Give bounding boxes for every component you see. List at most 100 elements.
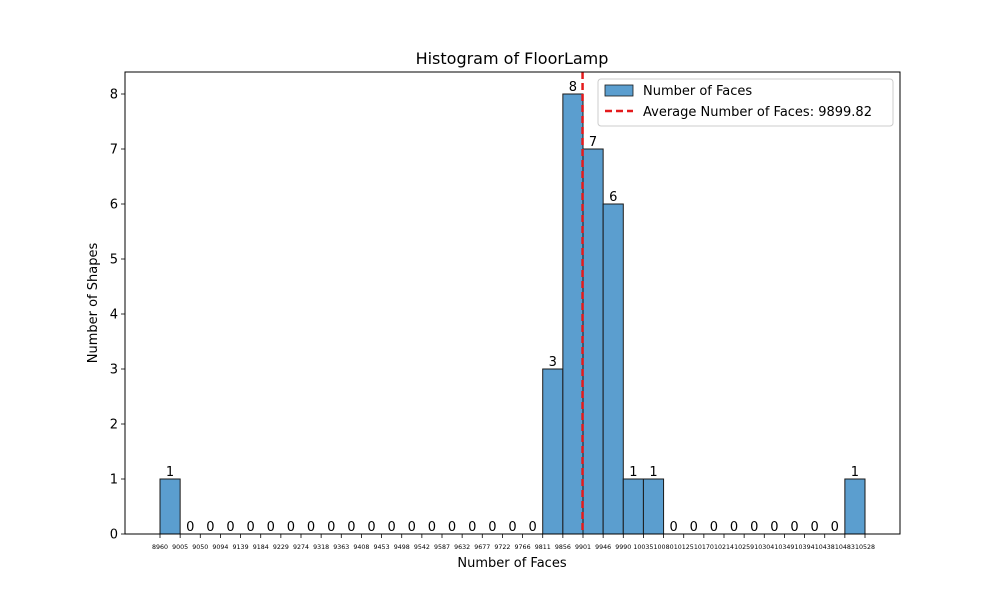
x-tick-label: 10483 [835, 544, 855, 551]
x-tick-label: 9408 [353, 544, 369, 551]
x-tick-label: 9229 [273, 544, 289, 551]
x-tick-label: 9005 [172, 544, 188, 551]
bar-value-label: 0 [790, 520, 798, 535]
bar-value-label: 0 [529, 520, 537, 535]
x-tick-label: 10170 [694, 544, 714, 551]
x-tick-label: 10438 [815, 544, 835, 551]
x-tick-label: 9632 [454, 544, 470, 551]
bar-value-label: 1 [649, 465, 657, 480]
x-tick-label: 9587 [434, 544, 450, 551]
bar-value-label: 0 [831, 520, 839, 535]
histogram-bar [582, 148, 604, 535]
x-tick-label: 10035 [633, 544, 653, 551]
x-tick-label: 9990 [615, 544, 631, 551]
bar-value-label: 0 [448, 520, 456, 535]
x-tick-label: 10125 [674, 544, 694, 551]
x-tick-label: 9050 [192, 544, 208, 551]
x-tick-label: 9542 [414, 544, 430, 551]
bar-value-label: 7 [589, 135, 597, 150]
y-tick-label: 2 [110, 418, 118, 433]
legend: Number of Faces Average Number of Faces:… [597, 78, 894, 127]
x-axis-label: Number of Faces [457, 556, 566, 571]
y-tick-label: 5 [110, 253, 118, 268]
bar-value-label: 0 [287, 520, 295, 535]
y-tick-label: 0 [110, 528, 118, 543]
histogram-bar [844, 478, 866, 535]
x-tick-label: 9363 [333, 544, 349, 551]
y-tick-label: 4 [110, 308, 118, 323]
bar-value-label: 0 [267, 520, 275, 535]
x-tick-label: 9318 [313, 544, 329, 551]
x-tick-label: 9498 [394, 544, 410, 551]
x-tick-label: 8960 [152, 544, 168, 551]
legend-box [597, 78, 894, 127]
histogram-bar [602, 203, 624, 535]
bar-value-label: 0 [247, 520, 255, 535]
bar-value-label: 0 [730, 520, 738, 535]
bar-value-label: 0 [770, 520, 778, 535]
bar-value-label: 0 [508, 520, 516, 535]
x-tick-label: 9139 [233, 544, 249, 551]
plot-frame [124, 71, 901, 535]
bar-value-label: 6 [609, 190, 617, 205]
legend-label-average: Average Number of Faces: 9899.82 [643, 105, 872, 120]
y-ticks-layer: 0 1 2 3 4 5 6 7 8 [110, 88, 125, 543]
x-tick-label: 10528 [855, 544, 875, 551]
bar-value-label: 0 [488, 520, 496, 535]
x-tick-label: 9946 [595, 544, 611, 551]
x-tick-label: 10080 [654, 544, 674, 551]
x-tick-label: 9856 [555, 544, 571, 551]
x-tick-label: 9184 [253, 544, 269, 551]
x-tick-label: 10214 [714, 544, 734, 551]
bar-value-label: 0 [206, 520, 214, 535]
y-tick-label: 6 [110, 198, 118, 213]
x-tick-label: 10349 [774, 544, 794, 551]
bar-value-label: 0 [468, 520, 476, 535]
bar-value-label: 0 [670, 520, 678, 535]
x-tick-label: 9811 [535, 544, 551, 551]
bar-value-label: 0 [408, 520, 416, 535]
histogram-bar [562, 93, 584, 535]
y-axis-label: Number of Shapes [86, 243, 101, 364]
y-tick-label: 3 [110, 363, 118, 378]
legend-swatch-bars [604, 84, 634, 97]
x-ticks-layer: 8960 9005 9050 9094 9139 9184 9229 9274 9318 9363… [152, 534, 875, 551]
x-tick-label: 10394 [795, 544, 815, 551]
y-tick-label: 8 [110, 88, 118, 103]
bar-value-label: 0 [428, 520, 436, 535]
bar-value-label: 0 [307, 520, 315, 535]
x-tick-label: 9677 [474, 544, 490, 551]
y-tick-label: 7 [110, 143, 118, 158]
bar-value-label: 0 [327, 520, 335, 535]
x-tick-label: 10259 [734, 544, 754, 551]
x-tick-label: 10304 [754, 544, 774, 551]
bar-value-label: 1 [629, 465, 637, 480]
x-tick-label: 9901 [575, 544, 591, 551]
bar-value-label: 0 [388, 520, 396, 535]
bar-value-label: 0 [690, 520, 698, 535]
histogram-bar [622, 478, 644, 535]
bar-value-label: 3 [549, 355, 557, 370]
histogram-bar [542, 368, 564, 535]
bar-value-label: 0 [367, 520, 375, 535]
histogram-bar [642, 478, 665, 535]
x-tick-label: 9453 [374, 544, 390, 551]
bars-layer [159, 93, 866, 535]
bar-value-label: 0 [811, 520, 819, 535]
legend-label-bars: Number of Faces [643, 84, 752, 99]
bar-value-label: 8 [569, 80, 577, 95]
x-tick-label: 9274 [293, 544, 309, 551]
bar-value-label: 0 [710, 520, 718, 535]
bar-value-label: 1 [166, 465, 174, 480]
bar-value-label: 0 [226, 520, 234, 535]
histogram-bar [159, 478, 181, 535]
bar-value-label: 0 [750, 520, 758, 535]
x-tick-label: 9766 [515, 544, 531, 551]
bar-value-label: 1 [851, 465, 859, 480]
bar-value-label: 0 [186, 520, 194, 535]
y-tick-label: 1 [110, 473, 118, 488]
x-tick-label: 9094 [212, 544, 228, 551]
